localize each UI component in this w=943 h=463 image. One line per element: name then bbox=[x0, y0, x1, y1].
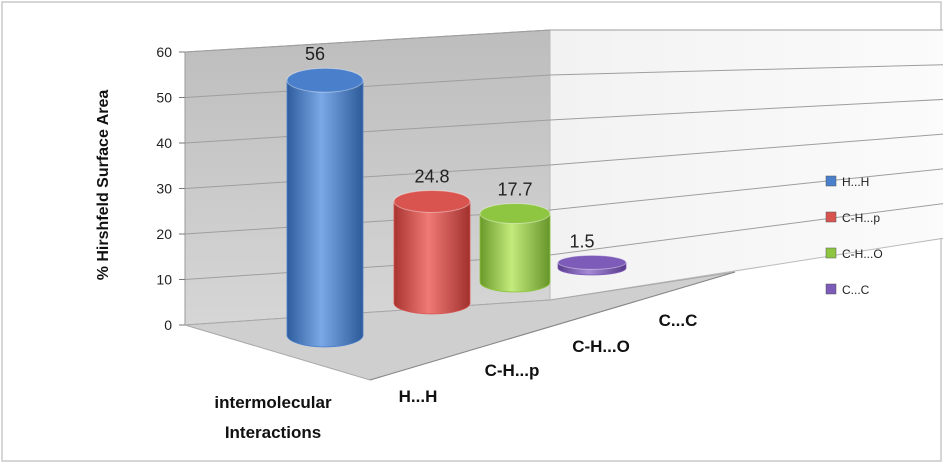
legend-swatch bbox=[825, 283, 837, 295]
data-label: 17.7 bbox=[497, 180, 532, 200]
x-axis-title: intermolecular Interactions bbox=[214, 393, 332, 442]
bar-body bbox=[286, 79, 364, 348]
legend-entry: C-H...O bbox=[825, 247, 883, 261]
data-label: 24.8 bbox=[414, 166, 449, 186]
x-axis: H...H C-H...p C-H...O C...C bbox=[369, 271, 736, 406]
legend-label: H...H bbox=[842, 175, 869, 189]
bar-body bbox=[393, 201, 471, 315]
data-labels: 56 24.8 17.7 1.5 bbox=[305, 44, 595, 251]
gridline bbox=[184, 29, 943, 53]
legend-entry: H...H bbox=[825, 175, 869, 189]
data-label: 56 bbox=[305, 44, 325, 64]
data-label: 1.5 bbox=[569, 231, 594, 251]
legend-swatch bbox=[825, 175, 837, 187]
x-tick-label: H...H bbox=[399, 387, 438, 406]
y-axis: 0 10 20 30 40 50 60 bbox=[156, 44, 185, 333]
legend-label: C...C bbox=[842, 283, 870, 297]
bar-top bbox=[393, 189, 471, 213]
legend-entry: C...C bbox=[825, 283, 870, 297]
bar-body bbox=[479, 213, 551, 293]
legend: H...H C-H...p C-H...O C...C bbox=[825, 175, 883, 297]
bar-top bbox=[479, 203, 551, 225]
bar bbox=[393, 189, 471, 315]
bar-top bbox=[557, 254, 627, 270]
y-axis-title: % Hirshfeld Surface Area bbox=[95, 90, 112, 281]
bar bbox=[479, 203, 551, 293]
bars bbox=[286, 67, 627, 348]
y-tick-label: 40 bbox=[156, 135, 172, 151]
bar bbox=[286, 67, 364, 348]
y-tick-label: 50 bbox=[156, 90, 172, 106]
y-tick-label: 20 bbox=[156, 226, 172, 242]
x-tick-label: C-H...O bbox=[572, 337, 630, 356]
y-tick-label: 10 bbox=[156, 272, 172, 288]
x-axis-line bbox=[369, 271, 736, 381]
x-tick-label: C...C bbox=[659, 311, 698, 330]
y-tick-label: 0 bbox=[164, 317, 172, 333]
legend-swatch bbox=[825, 211, 837, 223]
legend-label: C-H...p bbox=[842, 211, 880, 225]
bar-top bbox=[286, 67, 364, 93]
legend-swatch bbox=[825, 247, 837, 259]
legend-entry: C-H...p bbox=[825, 211, 880, 225]
legend-label: C-H...O bbox=[842, 247, 883, 261]
bar bbox=[557, 254, 627, 276]
y-tick-label: 60 bbox=[156, 44, 172, 60]
y-tick-label: 30 bbox=[156, 181, 172, 197]
x-tick-label: C-H...p bbox=[485, 361, 540, 380]
